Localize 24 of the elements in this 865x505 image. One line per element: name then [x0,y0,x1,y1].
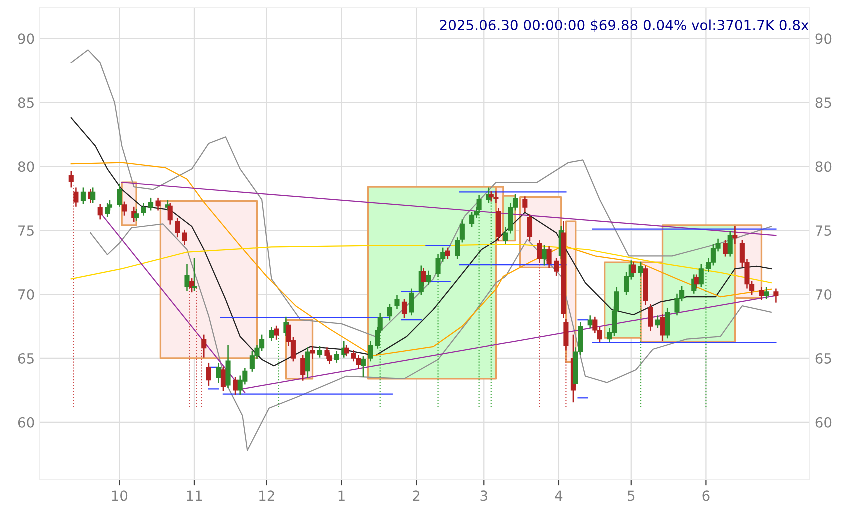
text: 2025.06.30 00:00:00 $69.88 0.04% vol:3701.7K 0.8x [440,20,809,32]
y2-tick-label: 80 [816,162,832,172]
y2-tick-label: 90 [816,34,832,44]
y2-tick-label: 70 [816,289,832,300]
y2-tick-label: 65 [816,353,832,364]
x-tick-label: 12 [260,490,274,501]
x-tick-label: 1 [338,490,345,501]
y2-tick-label: 75 [816,226,832,236]
y-tick-label: 75 [18,226,34,236]
x-tick-label: 3 [480,490,488,502]
y-tick-label: 80 [18,162,34,172]
x-tick-label: 11 [187,490,202,501]
x-tick-label: 4 [555,490,563,501]
x-tick-label: 5 [628,490,635,502]
y-tick-label: 60 [18,417,34,428]
y-tick-label: 65 [18,353,34,364]
y-tick-label: 90 [18,34,34,44]
y-tick-label: 70 [18,289,34,300]
y-tick-label: 85 [18,98,34,108]
x-tick-label: 10 [112,490,128,502]
x-tick-label: 6 [702,490,710,502]
x-tick-label: 2 [413,490,420,501]
y2-tick-label: 85 [816,98,832,108]
y2-tick-label: 60 [816,417,832,428]
